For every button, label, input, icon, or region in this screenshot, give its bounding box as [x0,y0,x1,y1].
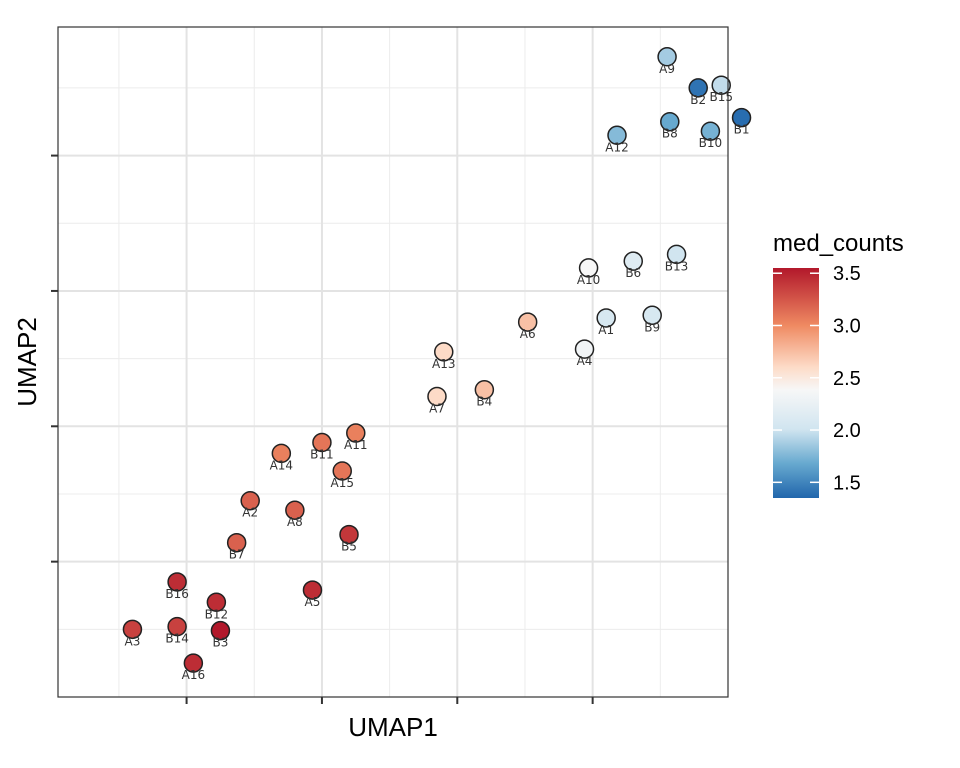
point-label: A9 [659,62,675,76]
point-label: B4 [476,395,492,409]
data-point [312,432,332,453]
data-point [660,111,680,132]
data-point [578,258,599,278]
data-points: A9 B2 B15 B1 B8 B10 A12 A10 B6 B13 A6 A1 B9 A13 A4 A7 B4… [122,47,752,682]
point-label: B8 [662,127,678,141]
x-axis-title: UMAP1 [348,712,438,742]
data-point [339,524,359,545]
data-point [574,339,595,359]
point-label: A4 [577,354,593,368]
data-point [210,620,231,641]
data-point [183,653,204,673]
data-point [427,386,447,407]
point-label: B3 [212,636,228,650]
point-label: A13 [432,357,455,371]
legend-colorbar [773,268,819,498]
point-label: B12 [205,607,229,621]
data-point [623,251,644,271]
point-label: B5 [341,540,357,554]
point-label: B2 [690,93,706,107]
point-label: B16 [165,587,189,601]
point-label: B6 [625,266,641,280]
point-label: A2 [242,506,258,520]
legend-ticks: 3.5 3.0 2.5 2.0 1.5 [773,263,861,494]
data-point [731,107,752,128]
legend-tick-label: 3.0 [833,316,861,338]
data-point [332,461,352,481]
point-label: B14 [165,632,189,646]
plot-background [58,27,728,697]
point-label: A5 [305,595,321,609]
point-label: B1 [734,123,750,137]
point-label: A15 [331,476,354,490]
legend-tick-label: 2.0 [833,420,861,442]
legend-tick-label: 2.5 [833,368,861,390]
legend: med_counts 3.5 3.0 2.5 2.0 1.5 [773,230,904,498]
plot-panel-border [57,26,729,698]
data-point [688,78,708,98]
point-label: A14 [270,458,293,472]
point-label: A7 [429,402,445,416]
data-point [240,490,260,511]
data-point [167,572,187,592]
legend-title: med_counts [773,230,904,257]
data-point [657,47,677,67]
point-label: A12 [605,140,628,154]
axis-ticks [51,154,594,704]
legend-tick-label: 3.5 [833,263,861,285]
data-point [226,532,247,553]
point-label: B13 [665,259,689,273]
data-point [711,75,731,95]
data-point [346,423,366,443]
data-point [666,244,687,265]
data-point [607,125,627,146]
data-point [285,500,305,520]
point-label: A10 [577,273,600,287]
data-point [517,312,538,332]
point-label: A3 [125,634,141,648]
point-label: A16 [182,668,205,682]
data-point [167,616,187,637]
data-point [642,305,662,326]
data-point [302,580,323,600]
point-label: B10 [699,136,723,150]
data-point [596,308,616,328]
point-label: B7 [229,548,245,562]
data-point [434,342,454,362]
data-point [700,121,721,141]
legend-tick-label: 1.5 [833,472,861,494]
data-point [122,619,143,640]
point-label: A1 [598,323,614,337]
point-label: A11 [344,438,367,452]
point-label: B9 [644,320,660,334]
point-label: B15 [709,90,733,104]
data-point [474,379,495,400]
data-point [206,592,227,613]
point-label: B11 [310,448,334,462]
point-label: A6 [520,327,536,341]
y-axis-title: UMAP2 [12,317,42,407]
data-point [271,443,292,464]
point-label: A8 [287,515,303,529]
